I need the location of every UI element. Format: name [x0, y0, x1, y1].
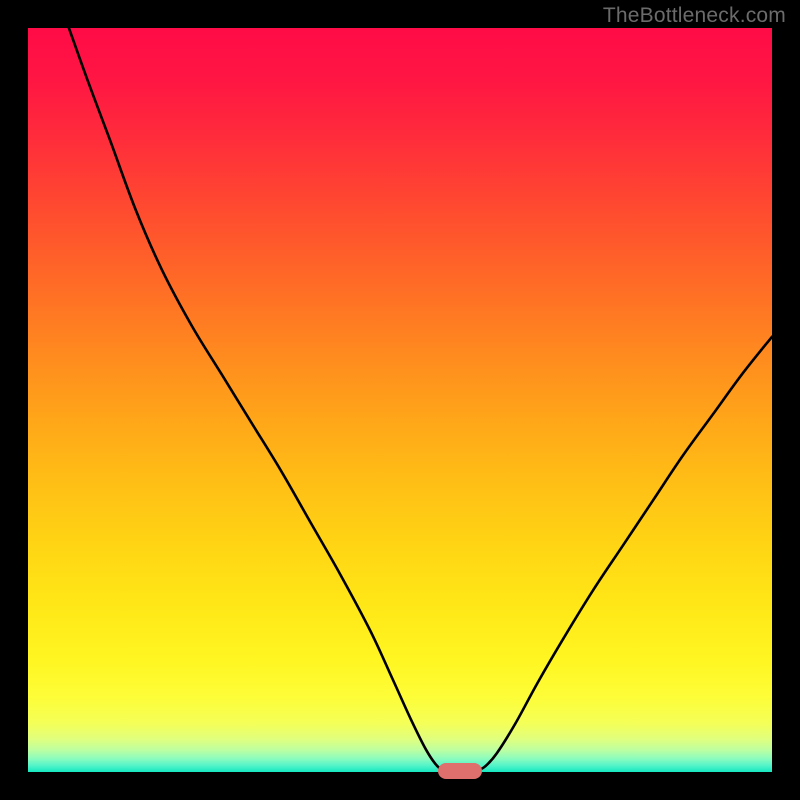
chart-gradient-background [28, 28, 772, 772]
bottleneck-chart: TheBottleneck.com [0, 0, 800, 800]
optimal-zone-marker [438, 763, 482, 779]
watermark-text: TheBottleneck.com [603, 4, 786, 28]
